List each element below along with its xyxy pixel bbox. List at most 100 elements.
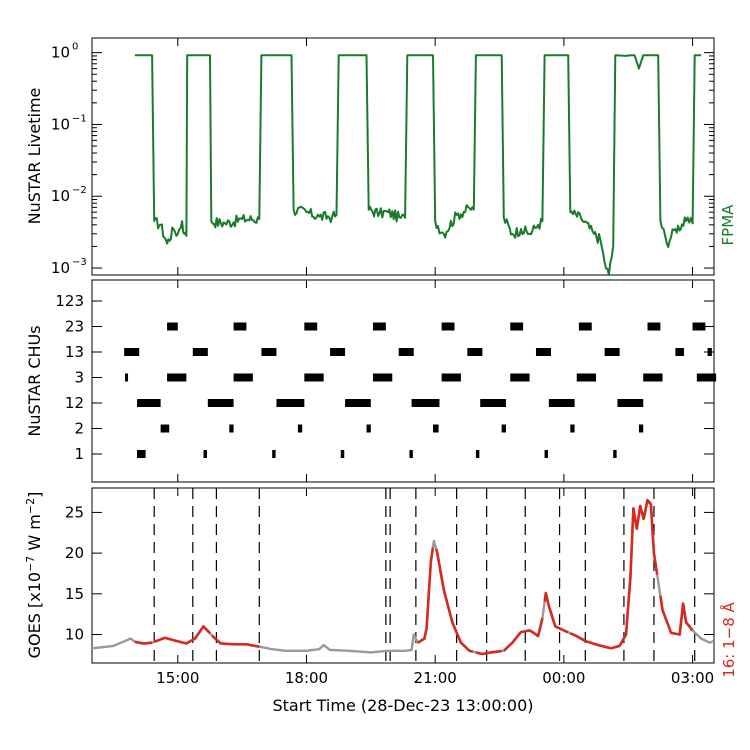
goes-tick-label: 15 xyxy=(65,585,84,603)
chus-segment xyxy=(548,399,575,407)
livetime-tick-label: 10 xyxy=(51,259,70,277)
chus-segment xyxy=(137,399,161,407)
chus-segment xyxy=(207,399,234,407)
goes-ylabel-exp2: −2 xyxy=(24,498,37,514)
chus-segment xyxy=(604,348,620,356)
goes-flux-highlight xyxy=(434,548,474,653)
chus-tick-label: 2 xyxy=(74,420,84,438)
goes-panel: 10 15 20 25 15:00 18:00 21:00 00:00 03:00 GOES [… xyxy=(24,487,738,715)
goes-ylabel-part2: W m xyxy=(25,514,44,556)
goes-flux-highlight xyxy=(569,498,659,650)
goes-flux-line xyxy=(91,499,715,656)
livetime-series xyxy=(134,54,702,276)
chus-segment xyxy=(330,348,346,356)
chus-segment xyxy=(340,450,345,458)
livetime-tick-exponent: −3 xyxy=(72,257,87,268)
chus-segment xyxy=(124,348,140,356)
goes-ylabel-exp1: −7 xyxy=(24,556,37,572)
goes-flux-highlight xyxy=(211,634,260,648)
goes-flux-highlight xyxy=(502,617,544,652)
goes-ylabel-end: ] xyxy=(25,492,44,498)
chus-segment xyxy=(167,322,178,331)
chus-segment xyxy=(203,450,207,458)
goes-flux-highlight xyxy=(543,591,569,634)
chus-segment xyxy=(276,399,305,407)
goes-flux-highlight xyxy=(134,640,153,645)
goes-ylabel-part1: GOES [x10 xyxy=(25,572,44,658)
chus-segment xyxy=(233,322,247,331)
chus-segment xyxy=(707,348,712,356)
livetime-tick-label: 10 xyxy=(51,44,70,62)
x-tick-label: 03:00 xyxy=(671,669,714,687)
chus-segment xyxy=(372,373,393,382)
goes-tick-label: 25 xyxy=(65,503,84,521)
chus-segment xyxy=(272,450,276,458)
chus-segment xyxy=(229,424,234,433)
chus-segment xyxy=(137,450,146,458)
chus-segment xyxy=(535,348,551,356)
chus-segment xyxy=(501,424,506,433)
livetime-tick-exponent: −2 xyxy=(72,185,87,196)
livetime-tick-label: 10 xyxy=(51,187,70,205)
goes-flux-highlight xyxy=(475,649,502,656)
goes-flux-highlight xyxy=(153,625,211,645)
goes-ticks: 10 15 20 25 15:00 18:00 21:00 00:00 03:00 xyxy=(65,488,714,687)
chus-tick-label: 123 xyxy=(55,292,84,310)
chus-segment xyxy=(475,450,480,458)
chus-tick-label: 23 xyxy=(65,318,84,336)
goes-channel-label: 16: 1−8 Å xyxy=(719,601,738,677)
chus-segment xyxy=(576,373,597,382)
chus-segment xyxy=(366,424,371,433)
chus-segment xyxy=(613,450,617,458)
chus-tick-label: 1 xyxy=(74,445,84,463)
chus-tick-label: 13 xyxy=(65,343,84,361)
chus-segment xyxy=(433,424,439,433)
goes-y-axis-label: GOES [x10−7 W m−2] xyxy=(24,492,44,659)
chus-segment xyxy=(261,348,277,356)
goes-series xyxy=(91,498,715,656)
chus-segment xyxy=(304,373,324,382)
chus-segment xyxy=(638,424,644,433)
chus-series xyxy=(124,322,717,458)
chus-segment xyxy=(578,322,592,331)
livetime-tick-exponent: 0 xyxy=(72,42,78,53)
chus-segment xyxy=(544,450,548,458)
x-tick-label: 18:00 xyxy=(285,669,328,687)
x-tick-label: 21:00 xyxy=(414,669,457,687)
livetime-tick-label: 10 xyxy=(51,115,70,133)
chus-segment xyxy=(480,399,506,407)
chus-segment xyxy=(643,373,663,382)
chus-segment xyxy=(467,348,483,356)
chus-segment xyxy=(297,424,303,433)
chus-segment xyxy=(570,424,575,433)
chus-segment xyxy=(692,322,706,331)
chus-segment xyxy=(167,373,187,382)
chus-segment xyxy=(372,322,386,331)
chus-tick-label: 3 xyxy=(74,369,84,387)
chus-segment xyxy=(398,348,414,356)
chus-segment xyxy=(617,399,644,407)
chus-segment xyxy=(510,322,524,331)
goes-tick-label: 20 xyxy=(65,544,84,562)
livetime-line xyxy=(134,54,702,276)
chus-segment xyxy=(304,322,318,331)
livetime-y-axis-label: NuSTAR Livetime xyxy=(25,88,44,225)
chus-y-axis-label: NuSTAR CHUs xyxy=(25,325,44,436)
chus-segment xyxy=(409,450,413,458)
chus-segment xyxy=(696,373,717,382)
x-tick-label: 00:00 xyxy=(542,669,585,687)
goes-plot-frame xyxy=(91,487,715,664)
chus-segment xyxy=(160,424,170,433)
chus-segment xyxy=(510,373,530,382)
x-axis-label: Start Time (28-Dec-23 13:00:00) xyxy=(272,696,533,715)
chus-segment xyxy=(441,322,455,331)
chus-segment xyxy=(675,348,684,356)
x-tick-label: 15:00 xyxy=(156,669,199,687)
livetime-plot-frame xyxy=(91,37,715,276)
chus-segment xyxy=(345,399,371,407)
